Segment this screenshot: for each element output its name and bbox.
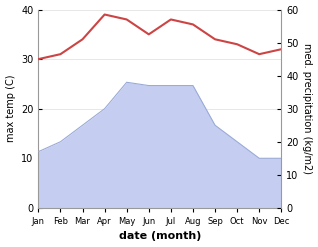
- X-axis label: date (month): date (month): [119, 231, 201, 242]
- Y-axis label: med. precipitation (kg/m2): med. precipitation (kg/m2): [302, 43, 313, 174]
- Y-axis label: max temp (C): max temp (C): [5, 75, 16, 143]
